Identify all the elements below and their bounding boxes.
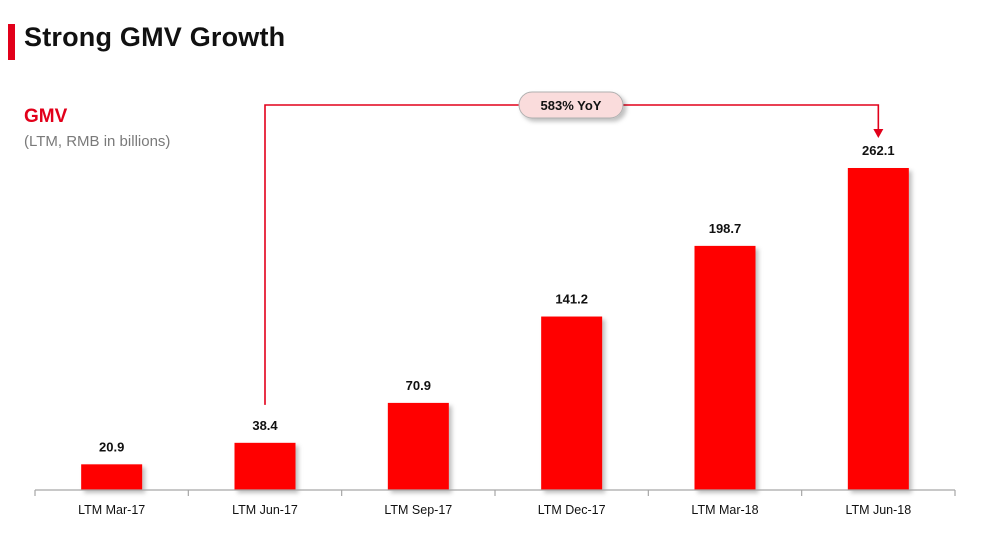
page-title: Strong GMV Growth xyxy=(24,22,286,52)
x-tick-label: LTM Dec-17 xyxy=(538,503,606,517)
bar-ltm-dec-17 xyxy=(541,316,603,490)
x-tick-label: LTM Jun-18 xyxy=(845,503,911,517)
data-label: 262.1 xyxy=(862,143,895,158)
data-label: 141.2 xyxy=(555,292,588,307)
x-tick-label: LTM Jun-17 xyxy=(232,503,298,517)
x-tick-label: LTM Mar-18 xyxy=(691,503,758,517)
title-accent-bar xyxy=(8,24,15,60)
bar-ltm-sep-17 xyxy=(387,402,449,490)
bar-ltm-mar-17 xyxy=(81,464,143,490)
data-label: 20.9 xyxy=(99,439,124,454)
bar-ltm-jun-17 xyxy=(234,442,296,490)
yoy-badge xyxy=(518,91,624,119)
data-label: 38.4 xyxy=(252,418,278,433)
data-label: 198.7 xyxy=(709,221,742,236)
yoy-badge-label: 583% YoY xyxy=(541,98,602,113)
arrow-down-icon xyxy=(873,129,884,138)
x-tick-label: LTM Sep-17 xyxy=(384,503,452,517)
x-tick-label: LTM Mar-17 xyxy=(78,503,145,517)
chart-subtitle: (LTM, RMB in billions) xyxy=(24,133,171,150)
bar-ltm-mar-18 xyxy=(694,245,756,490)
data-label: 70.9 xyxy=(406,378,431,393)
chart-title: GMV xyxy=(24,106,68,127)
bar-ltm-jun-18 xyxy=(847,168,909,490)
